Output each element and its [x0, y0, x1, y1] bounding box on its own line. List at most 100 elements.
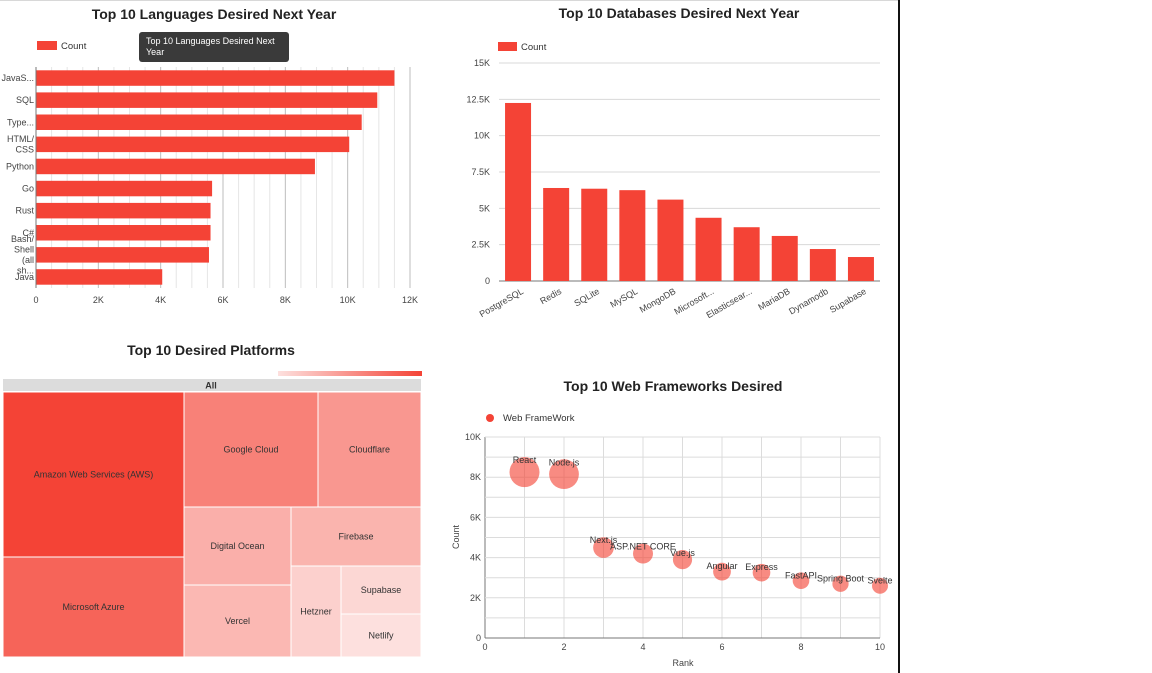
bubble [872, 577, 888, 594]
y-tick-label: 0 [485, 276, 490, 286]
legend-label: Count [521, 42, 547, 53]
treemap-cell [340, 565, 422, 615]
bubble-label: Angular [706, 561, 737, 571]
legend-label: Web FrameWork [503, 413, 575, 424]
treemap-cell [2, 391, 185, 558]
bar [36, 225, 211, 241]
bar [809, 249, 836, 281]
tooltip-box [139, 32, 289, 62]
x-tick-label: 12K [402, 295, 418, 305]
bar [36, 136, 350, 153]
treemap-cell [290, 506, 422, 567]
bubble-label: FastAPI [785, 570, 817, 580]
bubble [713, 562, 731, 581]
frame-right-border [898, 0, 900, 673]
treemap-cell-label: Netlify [368, 631, 394, 641]
y-tick-label: 12.5K [466, 94, 490, 104]
bubble-label: React [513, 455, 537, 465]
tooltip: Top 10 Languages Desired Next Year [139, 32, 289, 62]
y-tick-label: Java [15, 272, 34, 282]
bar [771, 235, 798, 281]
x-axis-title: Rank [672, 658, 694, 668]
x-tick-label: 10 [875, 642, 885, 652]
bar [36, 114, 362, 130]
bubble [792, 572, 810, 590]
y-tick-label: Go [22, 184, 34, 194]
bar [36, 269, 163, 285]
treemap-header [3, 379, 421, 391]
bar [36, 202, 211, 219]
treemap-cell [340, 613, 422, 658]
treemap-cell-label: Amazon Web Services (AWS) [34, 470, 154, 480]
y-tick-label: 2K [470, 593, 481, 603]
y-tick-label: Rust [15, 206, 34, 216]
treemap-cell-label: Hetzner [300, 607, 332, 617]
chart-title: Top 10 Web Frameworks Desired [564, 378, 783, 394]
bubble-label: Spring Boot [817, 574, 865, 584]
y-tick-label: C# [22, 228, 34, 238]
bar [36, 92, 378, 108]
bar [505, 102, 532, 281]
x-tick-label: 0 [482, 642, 487, 652]
treemap-cell-label: Google Cloud [223, 445, 278, 455]
y-tick-label: 10K [465, 432, 481, 442]
x-tick-label: 8K [280, 295, 291, 305]
bubble [549, 459, 579, 490]
bar [619, 190, 646, 281]
y-tick-label: Bash/Shell (all sh... [11, 234, 35, 276]
treemap-root-label: All [205, 381, 217, 391]
chart-title: Top 10 Desired Platforms [127, 342, 295, 358]
y-tick-label: SQL [16, 95, 34, 105]
bubble [593, 537, 614, 558]
treemap-cell-label: Cloudflare [349, 445, 390, 455]
x-tick-label: 6K [217, 295, 228, 305]
y-tick-label: Python [6, 161, 34, 171]
y-tick-label: 15K [474, 58, 490, 68]
x-tick-label: 10K [340, 295, 356, 305]
y-tick-label: JavaS... [1, 73, 34, 83]
x-tick-label: 2 [561, 642, 566, 652]
bubble-label: Express [745, 562, 778, 572]
bubble-label: ASP.NET CORE [610, 542, 676, 552]
bar [733, 227, 760, 281]
treemap-cell-label: Supabase [361, 585, 402, 595]
languages-bar-chart: Top 10 Languages Desired Next Year Count 0… [1, 6, 418, 305]
bar [543, 187, 570, 281]
x-tick-label: 4K [155, 295, 166, 305]
bar [36, 180, 213, 197]
y-tick-label: 4K [470, 553, 481, 563]
chart-title: Top 10 Languages Desired Next Year [92, 6, 337, 22]
x-tick-label: 8 [798, 642, 803, 652]
bubble [509, 457, 540, 488]
y-tick-label: 7.5K [471, 167, 490, 177]
legend-swatch [37, 41, 57, 50]
bar [36, 247, 209, 263]
y-axis-title: Count [451, 525, 461, 550]
legend-swatch [498, 42, 517, 51]
bar [695, 217, 722, 281]
frame-top-border [0, 0, 900, 1]
x-tick-label: 4 [640, 642, 645, 652]
treemap-cell-label: Digital Ocean [210, 541, 264, 551]
bar [36, 158, 315, 175]
treemap-cell-label: Vercel [225, 616, 250, 626]
x-tick-label: 2K [93, 295, 104, 305]
legend-swatch [486, 414, 494, 422]
bubble [672, 549, 693, 570]
bubble [752, 563, 771, 582]
bubble [633, 543, 653, 564]
y-tick-label: HTML/CSS [7, 134, 34, 155]
treemap-cell [183, 391, 319, 508]
x-tick-label: 0 [33, 295, 38, 305]
bubble-label: Next.js [590, 535, 618, 545]
y-tick-label: 10K [474, 131, 490, 141]
treemap-cell-label: Microsoft Azure [62, 602, 124, 612]
bubble-label: Node.js [549, 457, 580, 467]
databases-bar-chart: Top 10 Databases Desired Next Year Count 0… [466, 5, 880, 320]
bubble-label: Vue.js [670, 548, 695, 558]
bubble-label: Svelte [867, 576, 892, 586]
legend-label: Count [61, 41, 87, 52]
y-tick-label: 2.5K [471, 240, 490, 250]
bar [581, 188, 608, 281]
treemap-cell [183, 506, 292, 586]
